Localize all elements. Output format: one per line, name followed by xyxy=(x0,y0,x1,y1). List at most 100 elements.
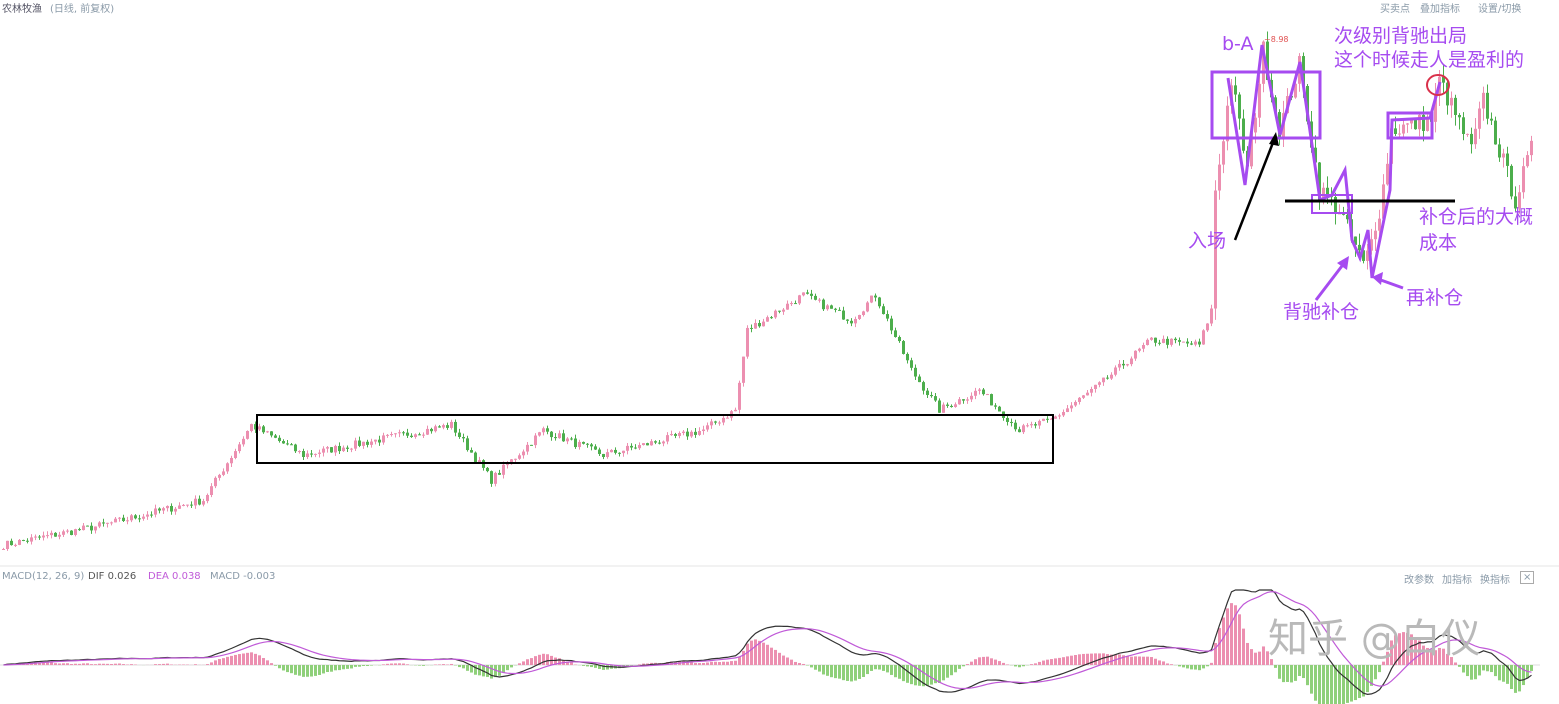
candle[interactable] xyxy=(1210,308,1213,324)
candle[interactable] xyxy=(1006,417,1009,422)
candle[interactable] xyxy=(1166,338,1169,345)
candle[interactable] xyxy=(890,318,893,331)
candle[interactable] xyxy=(1514,196,1517,209)
candle[interactable] xyxy=(1162,338,1165,343)
candle[interactable] xyxy=(842,310,845,320)
candle[interactable] xyxy=(402,432,405,434)
candle[interactable] xyxy=(218,474,221,478)
candle[interactable] xyxy=(202,501,205,505)
candle[interactable] xyxy=(1274,97,1277,113)
candle[interactable] xyxy=(570,438,573,440)
candle[interactable] xyxy=(654,441,657,443)
candle[interactable] xyxy=(182,504,185,506)
candle[interactable] xyxy=(214,477,217,487)
candle[interactable] xyxy=(1058,415,1061,417)
candle[interactable] xyxy=(1326,187,1329,197)
edit-params-button[interactable]: 改参数 xyxy=(1404,575,1434,586)
candle[interactable] xyxy=(1402,124,1405,134)
candle[interactable] xyxy=(1414,118,1417,130)
candle[interactable] xyxy=(1138,348,1141,351)
candle[interactable] xyxy=(130,515,133,521)
candle[interactable] xyxy=(1106,377,1109,379)
candle[interactable] xyxy=(734,409,737,412)
candle[interactable] xyxy=(690,431,693,437)
candle[interactable] xyxy=(390,434,393,436)
candle[interactable] xyxy=(62,531,65,535)
candle[interactable] xyxy=(106,522,109,524)
candle[interactable] xyxy=(926,390,929,396)
candle[interactable] xyxy=(286,443,289,445)
candle[interactable] xyxy=(946,404,949,406)
candle[interactable] xyxy=(162,508,165,511)
candle[interactable] xyxy=(170,505,173,512)
candle[interactable] xyxy=(406,432,409,436)
candle[interactable] xyxy=(1050,418,1053,420)
candle[interactable] xyxy=(38,536,41,538)
candle[interactable] xyxy=(1426,117,1429,131)
candle[interactable] xyxy=(90,525,93,531)
candle[interactable] xyxy=(1226,105,1229,142)
candle[interactable] xyxy=(962,399,965,401)
candle[interactable] xyxy=(802,292,805,296)
candle[interactable] xyxy=(50,532,53,536)
candle[interactable] xyxy=(554,437,557,439)
candle[interactable] xyxy=(610,449,613,453)
candle[interactable] xyxy=(70,530,73,535)
candle[interactable] xyxy=(746,327,749,357)
candle[interactable] xyxy=(1318,162,1321,200)
candle[interactable] xyxy=(1174,338,1177,341)
candle[interactable] xyxy=(1498,144,1501,158)
indicator-name[interactable]: MACD(12, 26, 9) xyxy=(2,571,85,582)
candle[interactable] xyxy=(830,305,833,309)
candle[interactable] xyxy=(362,441,365,446)
candle[interactable] xyxy=(826,305,829,310)
candle[interactable] xyxy=(122,517,125,522)
candle[interactable] xyxy=(10,540,13,546)
candle[interactable] xyxy=(1062,411,1065,416)
candle[interactable] xyxy=(1190,343,1193,345)
candle[interactable] xyxy=(278,437,281,442)
candle[interactable] xyxy=(354,440,357,449)
candle[interactable] xyxy=(78,529,81,531)
candle[interactable] xyxy=(1238,94,1241,119)
candle[interactable] xyxy=(526,444,529,452)
candle[interactable] xyxy=(814,295,817,300)
candle[interactable] xyxy=(582,441,585,444)
candle[interactable] xyxy=(642,443,645,446)
candle[interactable] xyxy=(562,433,565,442)
candle[interactable] xyxy=(846,319,849,321)
candle[interactable] xyxy=(718,422,721,424)
candle[interactable] xyxy=(594,446,597,450)
candle[interactable] xyxy=(486,467,489,472)
candle[interactable] xyxy=(618,452,621,454)
candle[interactable] xyxy=(1294,83,1297,98)
candle[interactable] xyxy=(634,447,637,449)
candle[interactable] xyxy=(1234,85,1237,95)
candle[interactable] xyxy=(1102,377,1105,383)
candle[interactable] xyxy=(1082,395,1085,398)
candle[interactable] xyxy=(370,441,373,445)
candle[interactable] xyxy=(150,514,153,516)
candle[interactable] xyxy=(478,460,481,462)
candle[interactable] xyxy=(434,426,437,432)
candle[interactable] xyxy=(82,525,85,531)
candle[interactable] xyxy=(438,426,441,428)
candle[interactable] xyxy=(30,537,33,542)
candle[interactable] xyxy=(622,450,625,454)
candle[interactable] xyxy=(1078,397,1081,402)
candle[interactable] xyxy=(750,327,753,329)
candle[interactable] xyxy=(1386,163,1389,185)
candle[interactable] xyxy=(658,442,661,444)
candle[interactable] xyxy=(378,439,381,443)
candle[interactable] xyxy=(662,441,665,444)
candle[interactable] xyxy=(1054,416,1057,419)
candle[interactable] xyxy=(1262,41,1265,84)
candle[interactable] xyxy=(254,424,257,430)
candle[interactable] xyxy=(54,532,57,537)
candle[interactable] xyxy=(250,424,253,431)
candle[interactable] xyxy=(290,444,293,446)
candle[interactable] xyxy=(190,504,193,506)
candle[interactable] xyxy=(674,434,677,436)
candle[interactable] xyxy=(646,443,649,446)
candle[interactable] xyxy=(1474,128,1477,145)
